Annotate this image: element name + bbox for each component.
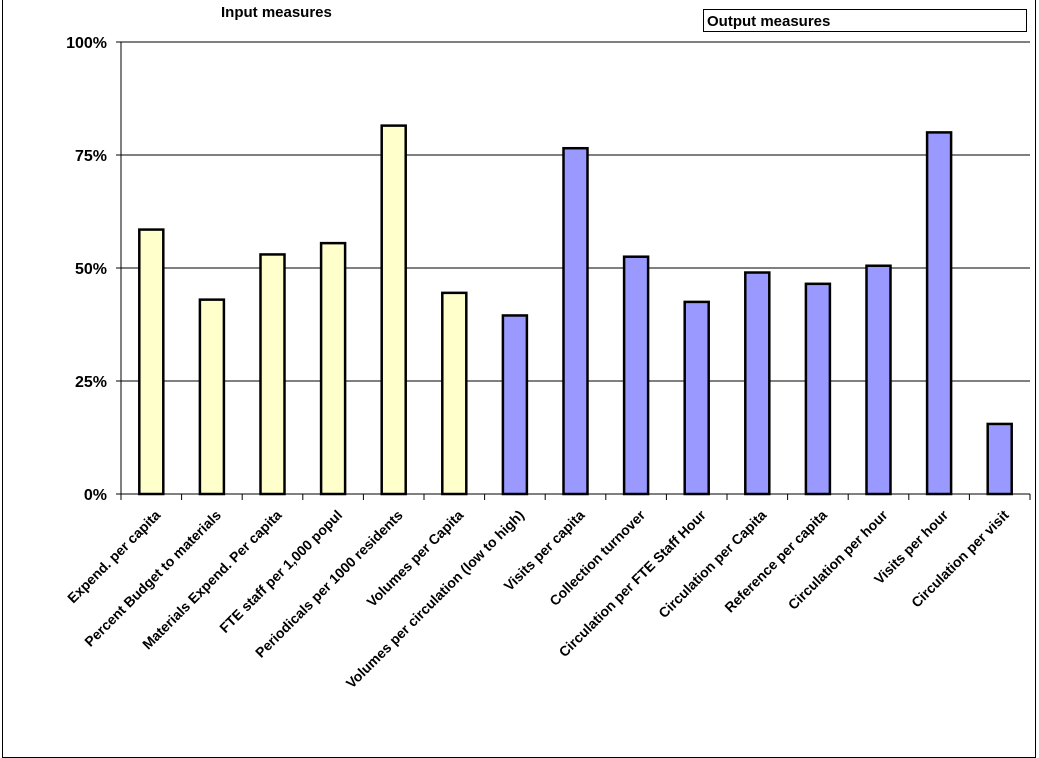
x-tick-label: FTE staff per 1,000 popul [216,507,345,636]
bar [925,131,953,496]
input-measures-label: Input measures [221,4,332,21]
x-tick-label: Circulation per Capita [655,507,769,621]
y-tick-label: 100% [66,35,107,52]
y-tick-label: 25% [75,374,107,391]
bar [683,300,710,496]
x-tick-label: Reference per capita [721,507,830,616]
axes [116,41,1031,500]
bar [622,255,650,496]
bar [259,253,286,496]
bar [986,422,1013,496]
bar [562,146,589,496]
x-tick-label: Circulation per hour [785,506,891,612]
bar [501,314,529,496]
bar [804,282,832,496]
y-tick-label: 0% [84,487,107,504]
y-tick-label: 50% [75,261,107,278]
bar [319,241,347,496]
bar [138,228,165,496]
output-measures-label: Output measures [703,9,1027,32]
bar [198,298,226,496]
y-tick-label: 75% [75,148,107,165]
bar [380,124,407,496]
bars [138,124,1013,496]
bar [744,271,771,496]
bar [441,291,468,496]
bar [865,264,892,496]
y-tick-labels: 0% 25% 50% 75% 100% [66,35,107,504]
